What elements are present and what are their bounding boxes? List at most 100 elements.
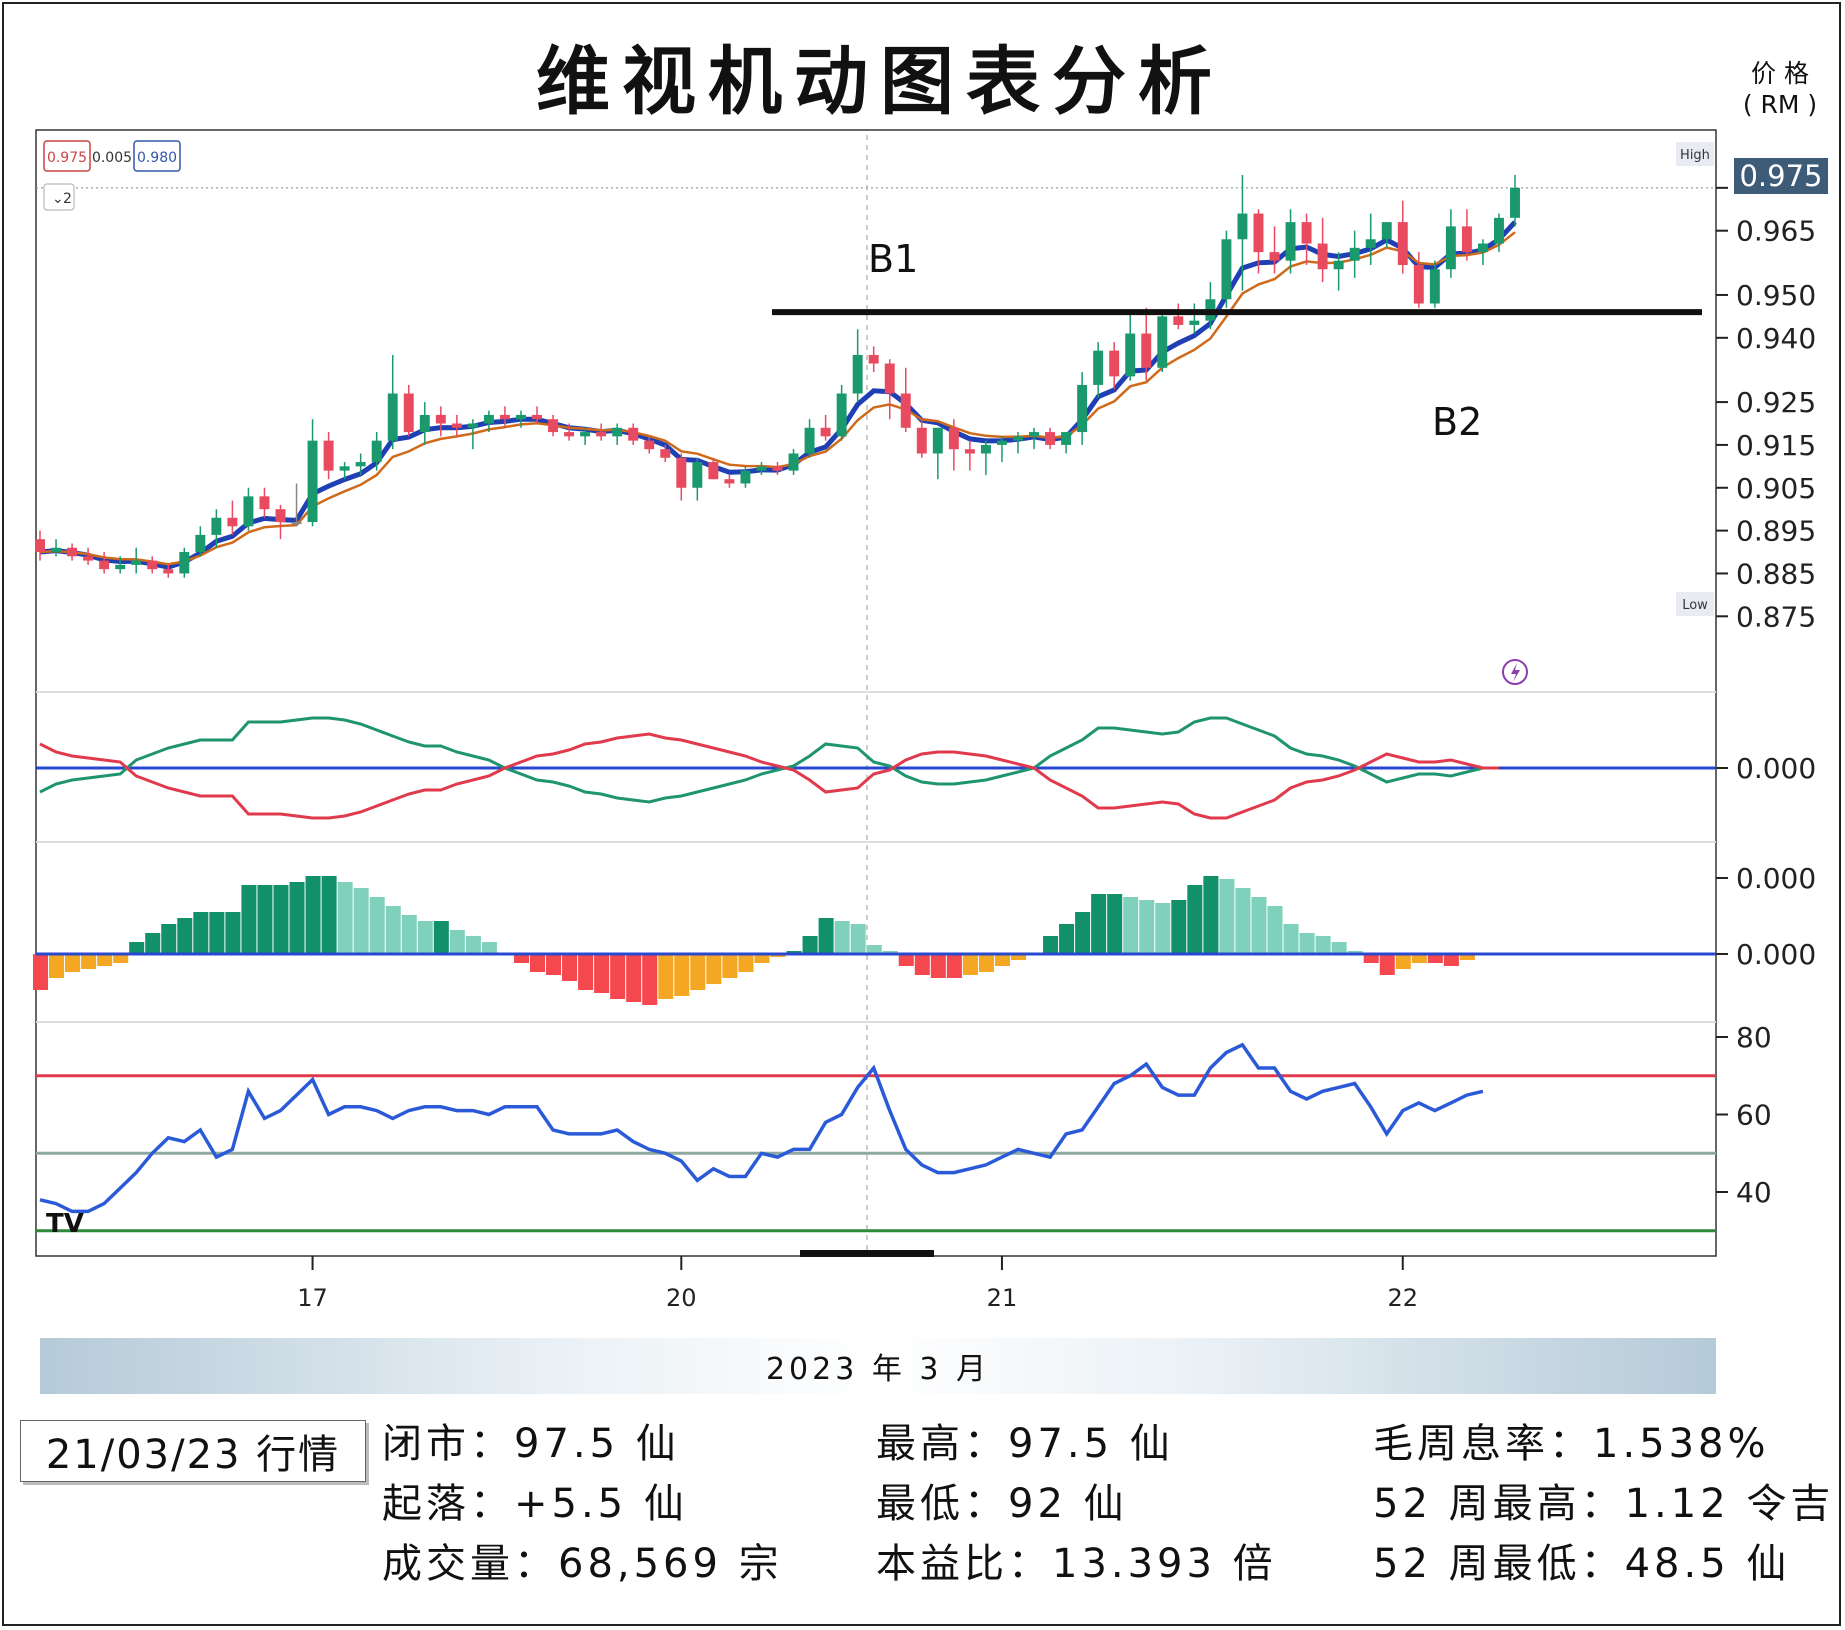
quote-date-box: 21/03/23 行情 — [20, 1420, 366, 1482]
candle-body-76 — [1253, 213, 1264, 253]
histogram-bar-59 — [978, 954, 994, 972]
candle-body-35 — [596, 432, 607, 437]
histogram-bar-87 — [1427, 954, 1443, 963]
oscillator-red-line — [39, 732, 1499, 820]
stat-dividend-yield: 毛周息率：1.538% — [1373, 1421, 1770, 1467]
histogram-bar-66 — [1091, 894, 1107, 954]
histogram-bar-64 — [1059, 924, 1075, 954]
candle-body-12 — [227, 517, 238, 527]
histogram-bar-58 — [962, 954, 978, 975]
histogram-bar-75 — [1235, 888, 1251, 954]
stat-volume: 成交量：68,569 宗 — [382, 1541, 783, 1587]
histogram-bar-70 — [1155, 903, 1171, 954]
histogram-bar-74 — [1219, 879, 1235, 954]
histogram-bar-17 — [305, 876, 321, 954]
candle-body-2 — [67, 547, 78, 557]
candle-body-89 — [1461, 226, 1472, 253]
ohlc-open-box — [43, 140, 91, 172]
histogram-bar-20 — [353, 888, 369, 954]
histogram-bar-48 — [802, 936, 818, 954]
candle-body-62 — [1029, 432, 1039, 437]
candle-body-90 — [1477, 243, 1488, 253]
tradingview-logo: TV — [46, 1209, 84, 1239]
high-tag-box — [1676, 142, 1714, 166]
histogram-bar-79 — [1299, 933, 1315, 954]
candle-body-77 — [1269, 252, 1280, 261]
histogram-bar-37 — [626, 954, 642, 1002]
histogram-bar-41 — [690, 954, 706, 990]
low-tag-box — [1676, 592, 1714, 616]
rsi-pane: 80 60 40 — [36, 1021, 1772, 1233]
price-tick-label-8: 0.885 — [1736, 557, 1816, 590]
candle-body-6 — [131, 560, 142, 565]
candle-body-13 — [243, 496, 254, 527]
histogram-bar-18 — [321, 876, 337, 954]
candle-body-92 — [1510, 187, 1520, 218]
candle-body-52 — [868, 354, 879, 364]
histogram-bar-85 — [1395, 954, 1411, 969]
candle-body-48 — [804, 427, 815, 454]
candle-body-43 — [724, 479, 735, 484]
rsi-tick-label-2: 40 — [1736, 1176, 1772, 1209]
histogram-bar-8 — [161, 924, 177, 954]
oscillator-tick-label: 0.000 — [1736, 752, 1816, 785]
histogram-bar-72 — [1187, 885, 1203, 954]
histogram-bar-11 — [209, 912, 225, 954]
candle-body-11 — [211, 517, 222, 535]
stat-52w-high: 52 周最高：1.12 令吉 — [1373, 1481, 1835, 1527]
candle-body-20 — [355, 462, 366, 467]
candle-body-36 — [612, 427, 623, 437]
candle-body-59 — [980, 444, 991, 454]
candle-body-8 — [163, 569, 174, 574]
candle-body-86 — [1413, 264, 1424, 304]
histogram-bar-54 — [898, 954, 914, 966]
ohlc-high: 0.980 — [137, 150, 177, 166]
candle-body-88 — [1445, 226, 1456, 270]
histogram-bar-27 — [465, 936, 481, 954]
price-grid — [36, 135, 1716, 1252]
oscillator-green-line — [39, 716, 1499, 804]
histogram-bar-6 — [129, 942, 145, 954]
interval-selector[interactable] — [43, 183, 75, 211]
rsi-tick-label-1: 60 — [1736, 1099, 1772, 1132]
candle-body-29 — [499, 414, 510, 420]
candle-body-9 — [179, 552, 190, 574]
candle-body-30 — [516, 414, 526, 420]
candle-body-23 — [403, 393, 414, 433]
price-tick-label-7: 0.895 — [1736, 515, 1816, 548]
unit-label-line-1: 价 格 — [1751, 59, 1809, 88]
candle-body-25 — [435, 414, 446, 424]
histogram-bar-55 — [914, 954, 930, 975]
histogram-bar-24 — [417, 921, 433, 954]
histogram-bar-1 — [49, 954, 65, 978]
candle-body-1 — [51, 547, 62, 553]
stat-low: 最低：92 仙 — [876, 1481, 1128, 1527]
candle-body-71 — [1173, 316, 1184, 325]
histogram-bar-10 — [193, 912, 209, 954]
candle-body-4 — [99, 560, 110, 570]
histogram-bar-73 — [1203, 876, 1219, 954]
candle-body-47 — [788, 453, 799, 471]
last-price-box — [1734, 158, 1828, 194]
rsi-line — [39, 1042, 1484, 1214]
candle-body-51 — [852, 354, 863, 394]
histogram-bar-26 — [449, 930, 465, 954]
price-tick-label-3: 0.940 — [1736, 322, 1816, 355]
candle-body-65 — [1077, 384, 1088, 433]
rsi-tick-label-0: 80 — [1736, 1021, 1772, 1054]
candle-body-56 — [932, 427, 943, 454]
ohlc-change: 0.005 — [92, 150, 132, 166]
candle-body-32 — [548, 419, 559, 433]
price-tick-label-4: 0.925 — [1736, 386, 1816, 419]
histogram-bar-0 — [32, 954, 49, 990]
candle-body-37 — [628, 427, 639, 441]
candle-body-49 — [820, 427, 831, 437]
stat-pe-ratio: 本益比：13.393 倍 — [876, 1541, 1277, 1587]
candle-body-81 — [1333, 260, 1344, 270]
candle-body-57 — [948, 427, 959, 450]
histogram-bar-4 — [97, 954, 113, 966]
candle-body-66 — [1093, 350, 1104, 385]
x-tick-label-2: 21 — [987, 1284, 1018, 1312]
candle-body-41 — [692, 462, 703, 488]
